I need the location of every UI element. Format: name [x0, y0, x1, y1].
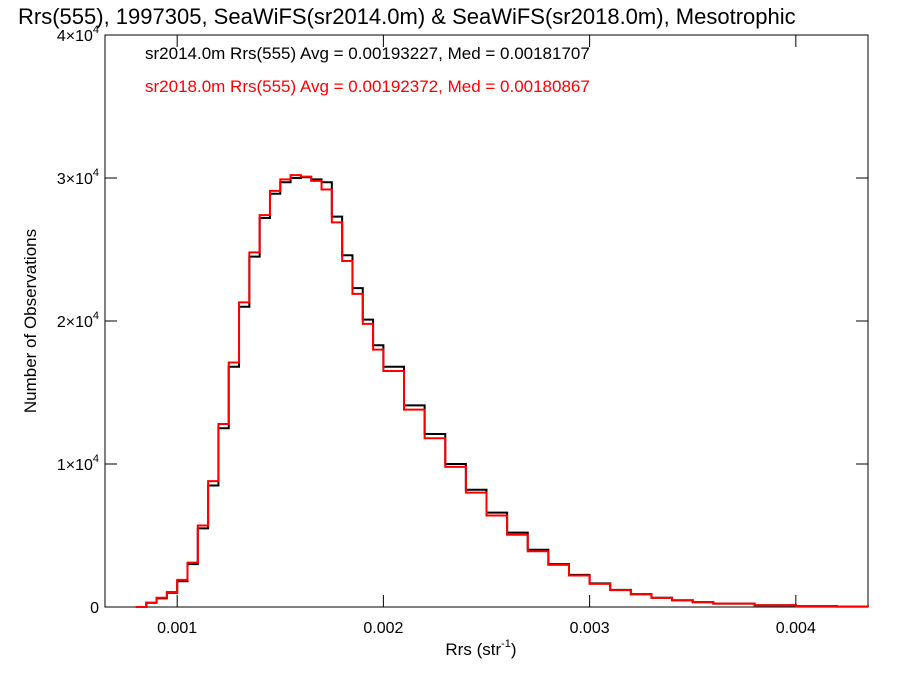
y-tick-label: 2×104: [57, 310, 99, 331]
y-tick-mantissa: 2×10: [57, 314, 93, 331]
y-tick-label: 4×104: [57, 24, 99, 45]
x-tick-label: 0.001: [157, 620, 197, 637]
x-tick-label: 0.004: [776, 620, 816, 637]
y-tick-exponent: 4: [93, 167, 99, 179]
chart-title: Rrs(555), 1997305, SeaWiFS(sr2014.0m) & …: [18, 4, 796, 29]
x-tick-label: 0.003: [570, 620, 610, 637]
x-tick-label: 0.002: [363, 620, 403, 637]
y-tick-exponent: 4: [93, 310, 99, 322]
series-group: [135, 174, 869, 608]
plot-frame: [104, 34, 869, 608]
y-tick-mantissa: 1×10: [57, 457, 93, 474]
y-tick-exponent: 4: [93, 453, 99, 465]
y-tick-mantissa: 3×10: [57, 171, 93, 188]
y-tick-label: 0: [90, 600, 99, 617]
series-line-sr2018: [135, 174, 869, 608]
x-axis-label: Rrs (str-1): [445, 638, 516, 659]
series-line-sr2014: [135, 176, 869, 608]
legend-annotation-sr2018: sr2018.0m Rrs(555) Avg = 0.00192372, Med…: [145, 77, 590, 96]
y-tick-label: 3×104: [57, 167, 99, 188]
y-tick-exponent: 4: [93, 24, 99, 36]
legend-annotation-sr2014: sr2014.0m Rrs(555) Avg = 0.00193227, Med…: [145, 44, 590, 63]
y-axis-label: Number of Observations: [21, 229, 40, 413]
x-axis-ticks: 0.001 0.002 0.003 0.004: [157, 35, 816, 637]
y-tick-mantissa: 4×10: [57, 28, 93, 45]
y-tick-label: 1×104: [57, 453, 99, 474]
